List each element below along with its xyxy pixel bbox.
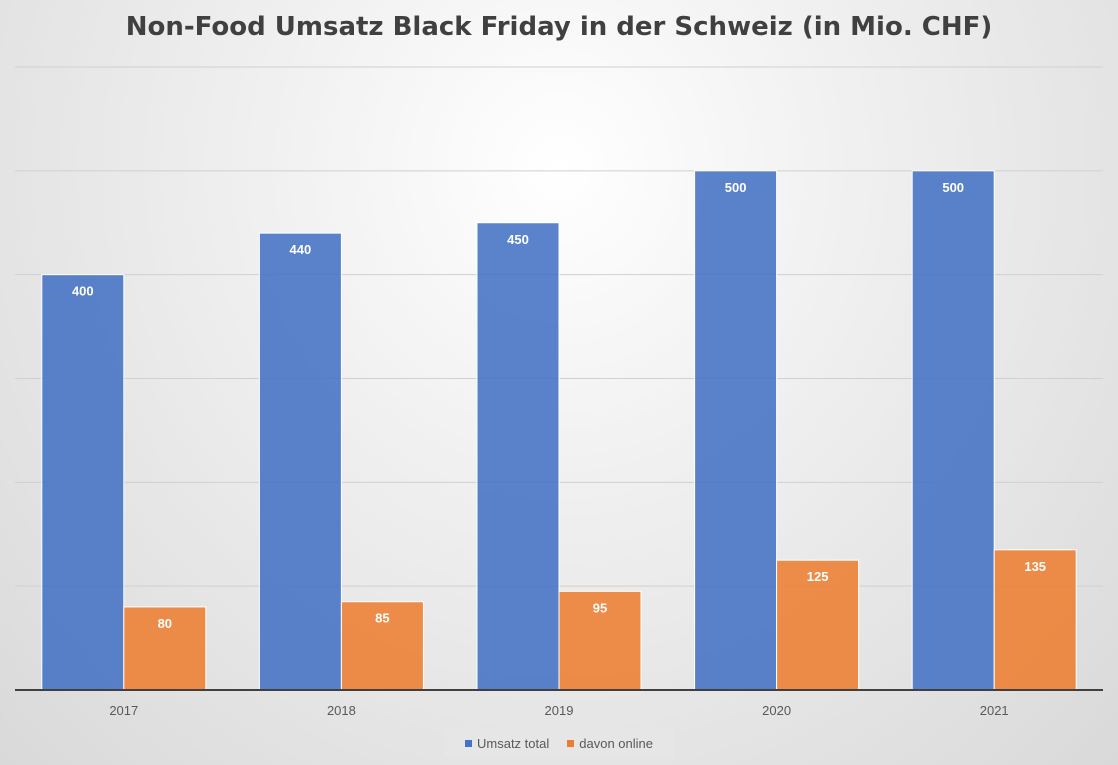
bar-umsatz-total-2021	[911, 170, 995, 691]
legend-label-davon-online: davon online	[579, 735, 653, 751]
data-label: 95	[593, 600, 607, 615]
value-labels: 400 80 440 85 450 95 500 125 500 135	[72, 180, 1046, 631]
bar-umsatz-total-2019	[476, 222, 560, 691]
data-label: 500	[725, 180, 747, 195]
x-tick-label: 2018	[327, 703, 356, 718]
bars	[41, 170, 1077, 691]
legend-swatch-davon-online	[567, 739, 575, 747]
data-label: 125	[807, 569, 829, 584]
bar-umsatz-total-2020	[694, 170, 778, 691]
legend-label-umsatz-total: Umsatz total	[477, 735, 550, 751]
chart-title: Non-Food Umsatz Black Friday in der Schw…	[125, 12, 993, 42]
x-tick-label: 2019	[545, 703, 574, 718]
legend-entry-davon-online: davon online	[567, 736, 653, 751]
data-label: 450	[507, 232, 529, 247]
x-tick-label: 2017	[109, 703, 138, 718]
data-label: 85	[375, 611, 389, 626]
data-label: 400	[72, 284, 94, 299]
data-label: 135	[1024, 559, 1046, 574]
legend-entry-umsatz-total: Umsatz total	[465, 736, 549, 751]
x-tick-label: 2020	[762, 703, 791, 718]
x-tick-label: 2021	[980, 703, 1009, 718]
bar-umsatz-total-2017	[41, 274, 125, 691]
legend-swatch-umsatz-total	[465, 739, 472, 747]
bar-davon-online-2017	[123, 606, 207, 691]
data-label: 80	[158, 616, 172, 631]
data-label: 440	[290, 242, 312, 257]
bar-umsatz-total-2018	[258, 232, 342, 691]
x-tick-labels: 2017 2018 2019 2020 2021	[109, 703, 1008, 718]
legend: Umsatz total davon online	[444, 729, 674, 757]
data-label: 500	[942, 180, 964, 195]
